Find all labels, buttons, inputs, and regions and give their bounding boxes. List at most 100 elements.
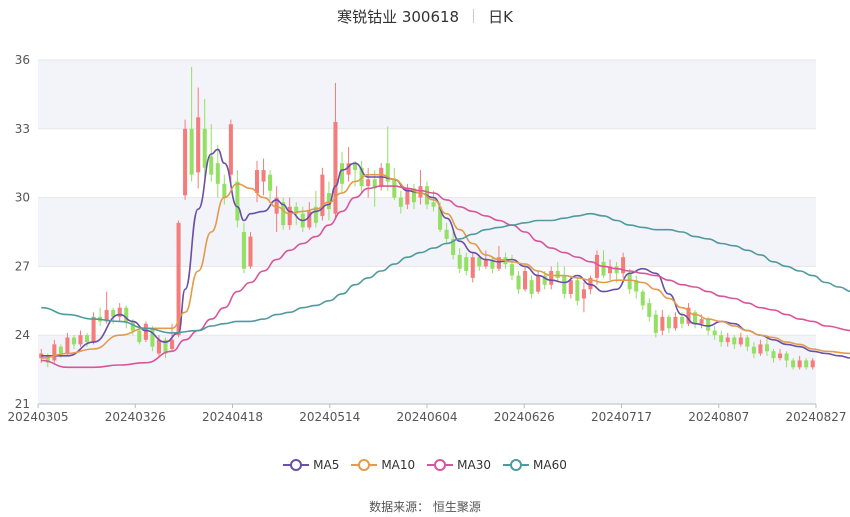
candle-body: [575, 280, 580, 301]
x-tick-label: 20240514: [299, 410, 360, 424]
candle-body: [372, 179, 377, 189]
x-tick-label: 20240827: [785, 410, 846, 424]
candle-body: [124, 307, 129, 322]
candle-body: [444, 229, 449, 239]
candle-body: [693, 312, 698, 324]
candle-body: [451, 238, 456, 255]
legend: MA5 MA10 MA30 MA60: [0, 458, 850, 472]
candle-body: [228, 124, 233, 175]
candle-body: [791, 360, 796, 368]
candle-body: [71, 337, 76, 345]
candle-body: [85, 335, 90, 343]
candle-body: [712, 330, 717, 336]
candle-body: [150, 328, 155, 347]
period-label[interactable]: 日K: [488, 8, 513, 26]
candle-body: [516, 275, 521, 290]
candle-body: [490, 259, 495, 269]
candle-body: [555, 270, 560, 278]
candle-body: [496, 257, 501, 269]
legend-marker-icon: [351, 459, 378, 471]
x-tick-label: 20240807: [688, 410, 749, 424]
candle-body: [634, 280, 639, 292]
stock-name: 寒锐钴业 300618: [337, 8, 460, 26]
candle-body: [385, 163, 390, 182]
candle-body: [660, 316, 665, 331]
candle-body: [536, 275, 541, 292]
candle-body: [673, 316, 678, 329]
candle-body: [405, 188, 410, 205]
candle-body: [52, 344, 57, 361]
y-tick-label: 27: [15, 259, 30, 273]
candle-body: [509, 264, 515, 276]
candle-body: [130, 321, 135, 331]
candle-body: [588, 277, 593, 290]
candle-body: [562, 275, 567, 294]
candle-body: [111, 309, 116, 317]
candle-body: [797, 360, 802, 368]
candle-body: [549, 270, 554, 285]
grid-band: [38, 335, 816, 404]
x-tick-label: 20240418: [202, 410, 263, 424]
legend-item-ma10[interactable]: MA10: [351, 458, 415, 472]
legend-marker-icon: [427, 459, 454, 471]
candle-body: [104, 309, 109, 322]
candle-body: [58, 346, 63, 354]
candle-body: [248, 236, 253, 267]
candle-body: [627, 273, 632, 290]
candle-body: [699, 319, 704, 324]
candle-body: [346, 163, 351, 175]
candle-body: [137, 330, 142, 343]
candle-body: [614, 266, 619, 274]
candle-body: [294, 206, 299, 214]
y-tick-label: 33: [15, 122, 30, 136]
candle-body: [183, 128, 188, 196]
candle-body: [222, 183, 227, 198]
y-tick-label: 30: [15, 191, 30, 205]
candle-body: [477, 257, 482, 267]
candle-body: [784, 353, 789, 361]
candle-body: [411, 188, 416, 203]
candle-body: [353, 163, 358, 171]
y-tick-label: 21: [15, 397, 30, 411]
x-tick-label: 20240717: [591, 410, 652, 424]
y-tick-label: 36: [15, 53, 30, 67]
candle-body: [209, 156, 214, 175]
candle-body: [176, 222, 181, 336]
legend-marker-icon: [503, 459, 530, 471]
x-tick-label: 20240626: [494, 410, 555, 424]
legend-item-ma60[interactable]: MA60: [503, 458, 567, 472]
candle-body: [241, 232, 246, 269]
candle-body: [143, 323, 148, 340]
data-source: 数据来源： 恒生聚源: [0, 498, 850, 515]
candle-body: [261, 170, 266, 182]
candles: [39, 66, 815, 370]
candle-body: [568, 280, 573, 294]
candle-body: [470, 257, 475, 278]
candle-body: [431, 202, 436, 207]
x-tick-label: 20240604: [396, 410, 457, 424]
candle-body: [771, 351, 776, 359]
legend-label: MA60: [533, 458, 567, 472]
candle-body: [254, 170, 260, 194]
candle-body: [594, 254, 600, 278]
candle-body: [268, 174, 273, 191]
candle-body: [706, 319, 711, 331]
candle-body: [366, 179, 371, 187]
candle-body: [91, 316, 96, 343]
candle-body: [163, 339, 168, 354]
candle-body: [804, 360, 809, 368]
candle-body: [45, 355, 50, 363]
legend-item-ma5[interactable]: MA5: [283, 458, 339, 472]
candle-body: [78, 335, 83, 345]
legend-item-ma30[interactable]: MA30: [427, 458, 491, 472]
candle-body: [621, 257, 626, 274]
grid-band: [38, 197, 816, 267]
candle-body: [608, 266, 613, 274]
candle-body: [313, 206, 318, 223]
candle-body: [542, 275, 547, 285]
chart-title: 寒锐钴业 300618 日K: [0, 6, 850, 27]
candle-body: [438, 206, 443, 230]
candle-body: [666, 316, 671, 329]
legend-label: MA30: [457, 458, 492, 472]
candle-body: [647, 303, 652, 317]
